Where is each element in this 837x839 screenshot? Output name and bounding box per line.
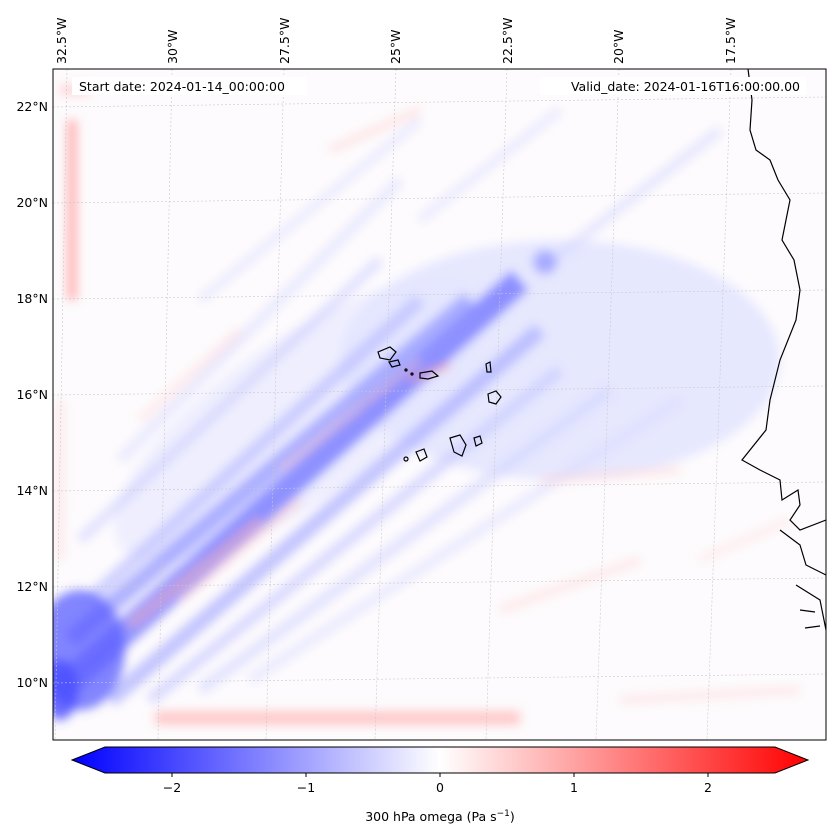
- lat-label-20n: 20°N: [16, 195, 48, 210]
- lon-label-27-5w: 27.5°W: [277, 18, 292, 64]
- colorbar: −2 −1 0 1 2 300 hPa omega (Pa s−1): [70, 746, 810, 824]
- lat-label-22n: 22°N: [16, 99, 48, 114]
- lat-label-16n: 16°N: [16, 387, 48, 402]
- start-date-box: [72, 77, 307, 95]
- colorbar-tick-marks: [171, 773, 709, 777]
- lon-label-22-5w: 22.5°W: [500, 18, 515, 64]
- valid-date-label: Valid_date: 2024-01-16T16:00:00.00: [571, 79, 800, 94]
- colorbar-bar: [70, 746, 810, 774]
- lat-label-12n: 12°N: [16, 579, 48, 594]
- graticule: [53, 69, 826, 740]
- lon-label-17-5w: 17.5°W: [723, 18, 738, 64]
- lon-label-25w: 25°W: [388, 29, 403, 64]
- latitude-labels: 22°N 20°N 18°N 16°N 14°N 12°N 10°N: [16, 99, 48, 690]
- lat-label-10n: 10°N: [16, 675, 48, 690]
- colorbar-label-superscript: −1: [497, 809, 510, 819]
- start-date-label: Start date: 2024-01-14_00:00:00: [79, 79, 285, 94]
- longitude-labels: 32.5°W 30°W 27.5°W 25°W 22.5°W 20°W 17.5…: [54, 18, 738, 64]
- colorbar-tick-neg2: −2: [163, 780, 181, 795]
- lon-label-20w: 20°W: [611, 29, 626, 64]
- colorbar-label-main: 300 hPa omega (Pa s: [365, 809, 496, 824]
- plot-frame: [52, 68, 827, 741]
- lat-label-14n: 14°N: [16, 483, 48, 498]
- lon-label-30w: 30°W: [165, 29, 180, 64]
- cape-verde-islands: [377, 346, 502, 462]
- colorbar-label: 300 hPa omega (Pa s−1): [365, 809, 515, 824]
- colorbar-tick-1: 1: [570, 780, 578, 795]
- colorbar-label-end: ): [510, 809, 515, 824]
- colorbar-tick-0: 0: [436, 780, 444, 795]
- omega-field: [53, 69, 826, 740]
- valid-date-box: [540, 77, 806, 95]
- colorbar-tick-neg1: −1: [297, 780, 315, 795]
- africa-coastline: [741, 69, 826, 631]
- lon-label-32-5w: 32.5°W: [54, 18, 69, 64]
- lat-label-18n: 18°N: [16, 291, 48, 306]
- colorbar-tick-2: 2: [704, 780, 712, 795]
